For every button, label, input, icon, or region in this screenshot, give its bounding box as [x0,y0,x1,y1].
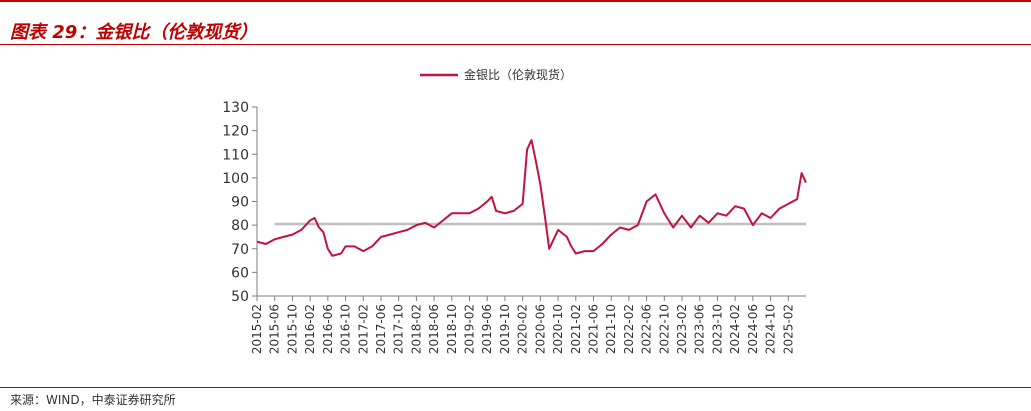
x-tick-label: 2024-06 [746,304,760,354]
x-tick-label: 2021-02 [569,304,583,354]
x-tick-label: 2016-06 [321,304,335,354]
y-tick-label: 120 [222,124,249,140]
top-accent-bar [0,0,1031,2]
x-tick-label: 2022-10 [657,304,671,354]
x-tick-label: 2018-10 [445,304,459,354]
series-line-gold-silver-ratio [256,139,807,257]
x-tick-label: 2019-02 [463,304,477,354]
x-tick-label: 2018-06 [427,304,441,354]
x-tick-label: 2024-10 [764,304,778,354]
x-tick-label: 2020-02 [516,304,530,354]
y-tick-label: 80 [231,218,249,234]
x-tick-label: 2017-06 [374,304,388,354]
x-tick-label: 2017-10 [392,304,406,354]
x-tick-label: 2024-02 [728,304,742,354]
footer-divider [0,387,1031,388]
x-tick-label: 2023-10 [710,304,724,354]
x-tick-label: 2025-02 [781,304,795,354]
legend-label: 金银比（伦敦现货） [464,67,572,82]
y-tick-label: 130 [222,100,249,116]
x-tick-label: 2021-06 [586,304,600,354]
x-tick-label: 2016-10 [339,304,353,354]
x-tick-label: 2015-06 [268,304,282,354]
x-tick-label: 2019-06 [480,304,494,354]
x-tick-label: 2019-10 [498,304,512,354]
x-tick-label: 2023-02 [675,304,689,354]
title-divider [0,44,1031,45]
x-tick-label: 2020-06 [533,304,547,354]
y-tick-label: 60 [231,265,249,281]
x-tick-label: 2021-10 [604,304,618,354]
x-tick-label: 2015-02 [250,304,264,354]
y-tick-label: 90 [231,195,249,211]
x-tick-label: 2022-06 [640,304,654,354]
gold-silver-ratio-chart: 50 60 70 80 90 100 110 120 130 2015-02 2015-06 2015… [222,67,807,354]
figure-title: 图表 29：金银比（伦敦现货） [10,22,258,43]
x-tick-label: 2016-02 [303,304,317,354]
y-tick-label: 100 [222,171,249,187]
x-tick-label: 2023-06 [693,304,707,354]
y-tick-label: 70 [231,242,249,258]
x-tick-label: 2015-10 [285,304,299,354]
x-tick-label: 2017-02 [356,304,370,354]
y-tick-label: 110 [222,147,249,163]
x-tick-label: 2018-02 [409,304,423,354]
x-tick-label: 2020-10 [551,304,565,354]
x-tick-label: 2022-02 [622,304,636,354]
source-note: 来源：WIND，中泰证券研究所 [10,393,176,407]
y-tick-label: 50 [231,289,249,305]
